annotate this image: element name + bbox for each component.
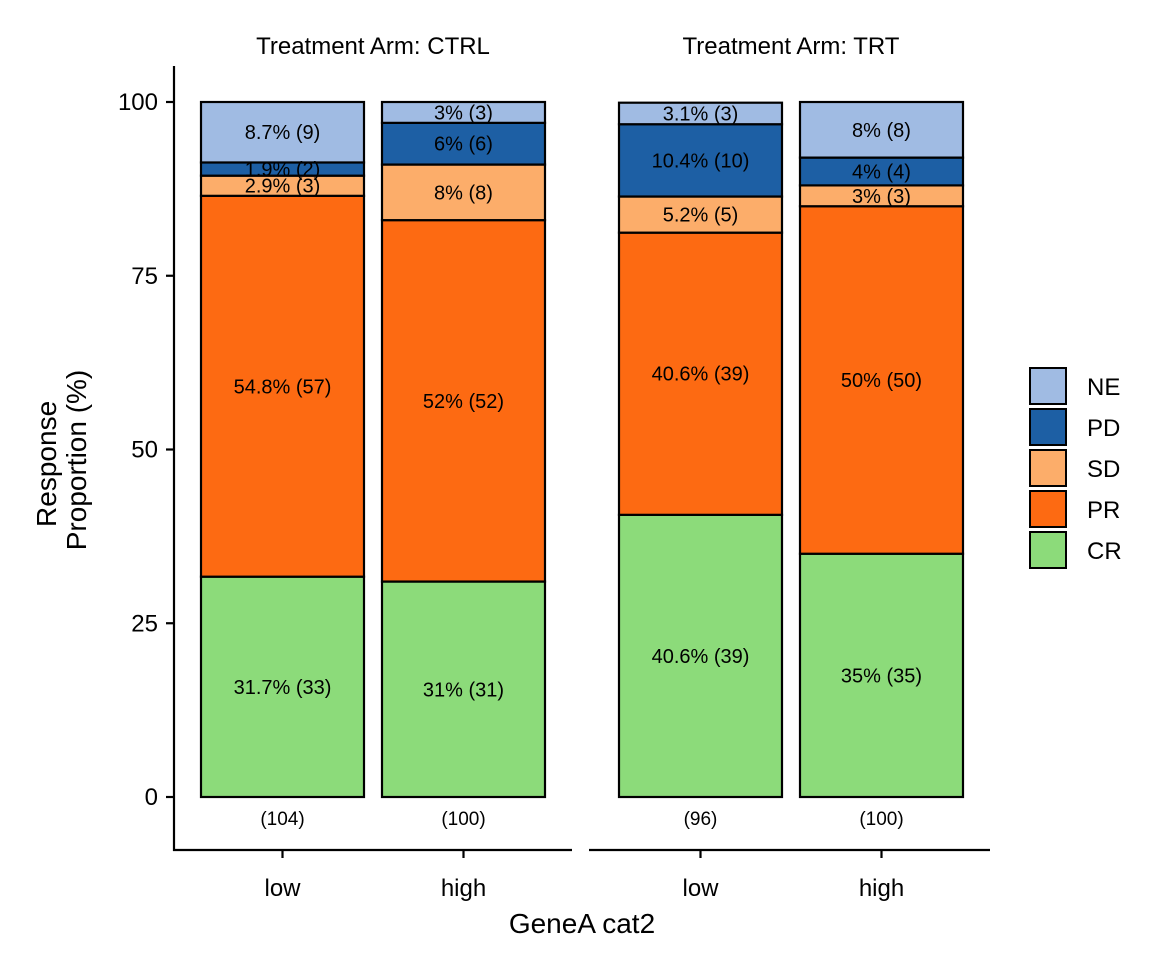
segment-label: 31.7% (33) <box>234 677 332 699</box>
y-tick-label: 75 <box>131 263 158 290</box>
x-tick-label: low <box>682 875 719 902</box>
segment-label: 5.2% (5) <box>663 205 739 227</box>
facet-title-1: Treatment Arm: TRT <box>683 33 900 60</box>
segment-label: 4% (4) <box>852 162 911 184</box>
y-axis-title-line-2: Proportion (%) <box>61 370 92 551</box>
segment-label: 3.1% (3) <box>663 103 739 125</box>
legend-swatch-sd <box>1029 449 1067 487</box>
axes: low high low high 0 25 50 75 100 <box>118 66 990 902</box>
segment-label: 2.9% (3) <box>245 176 321 198</box>
legend-label-pd: PD <box>1087 415 1120 442</box>
legend: NE PD SD PR CR <box>1029 367 1122 569</box>
bar-segment-pr <box>798 205 965 555</box>
segment-label: 6% (6) <box>434 134 493 156</box>
segment-label: 35% (35) <box>841 665 922 687</box>
segment-label: 40.6% (39) <box>652 646 750 668</box>
segment-label: 10.4% (10) <box>652 150 750 172</box>
bar-segment-ne <box>199 100 366 164</box>
legend-swatch-cr <box>1029 531 1067 569</box>
segment-label: 3% (3) <box>434 102 493 124</box>
legend-swatch-ne <box>1029 367 1067 405</box>
x-axis-title: GeneA cat2 <box>509 908 655 939</box>
bar-segment-pr <box>617 231 784 516</box>
legend-label-sd: SD <box>1087 456 1120 483</box>
legend-label-cr: CR <box>1087 538 1122 565</box>
bar-segment-pd <box>380 121 547 166</box>
facet-title-0: Treatment Arm: CTRL <box>256 33 490 60</box>
y-tick-label: 50 <box>131 437 158 464</box>
segment-label: 52% (52) <box>423 391 504 413</box>
legend-swatch-pr <box>1029 490 1067 528</box>
bar-count-label: (100) <box>441 809 485 830</box>
bar-segment-ne <box>617 101 784 126</box>
y-tick-label: 25 <box>131 610 158 637</box>
y-tick-label: 100 <box>118 89 158 116</box>
bar-segment-pd <box>617 123 784 198</box>
legend-label-ne: NE <box>1087 374 1120 401</box>
bars: 31.7% (33) 54.8% (57) 2.9% (3)1.9% (2) 8.7%… <box>199 100 965 830</box>
segment-label: 3% (3) <box>852 186 911 208</box>
bar-count-label: (104) <box>260 809 304 830</box>
x-tick-label: low <box>264 875 301 902</box>
legend-label-pr: PR <box>1087 497 1120 524</box>
segment-label: 1.9% (2) <box>245 159 321 181</box>
bar-segment-ne <box>798 100 965 159</box>
bar-segment-pr <box>199 194 366 578</box>
bar-segment-cr <box>199 575 366 799</box>
segment-label: 54.8% (57) <box>234 376 332 398</box>
segment-label: 8% (8) <box>852 120 911 142</box>
bar-segment-ne <box>380 100 547 124</box>
bar-count-label: (96) <box>684 809 718 830</box>
bar-segment-sd <box>380 163 547 222</box>
bar-segment-cr <box>798 552 965 799</box>
x-tick-label: high <box>859 875 904 902</box>
y-tick-label: 0 <box>145 784 158 811</box>
segment-label: 8.7% (9) <box>245 122 321 144</box>
legend-swatch-pd <box>1029 408 1067 446</box>
segment-label: 50% (50) <box>841 370 922 392</box>
y-axis-title: Response Proportion (%) <box>31 370 92 551</box>
bar-count-label: (100) <box>859 809 903 830</box>
y-axis-title-line-1: Response <box>31 401 62 527</box>
segment-label: 8% (8) <box>434 182 493 204</box>
x-tick-label: high <box>441 875 486 902</box>
segment-label: 31% (31) <box>423 679 504 701</box>
facet-titles: Treatment Arm: CTRL Treatment Arm: TRT <box>256 33 900 60</box>
segment-label: 40.6% (39) <box>652 364 750 386</box>
